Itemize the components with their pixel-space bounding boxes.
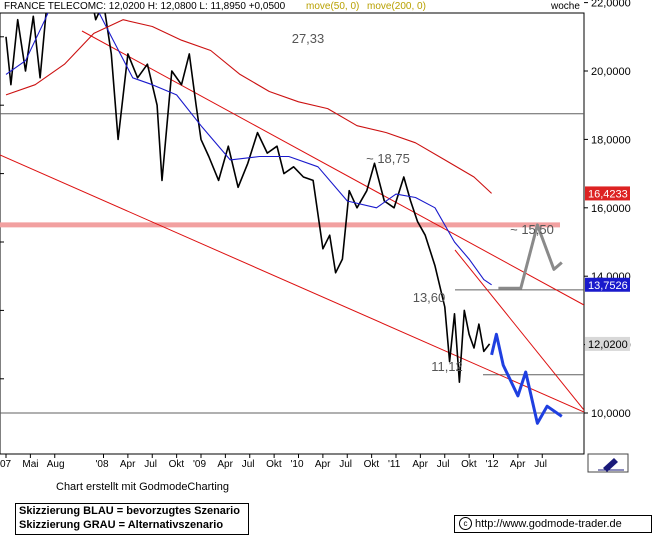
- x-tick-label: Apr: [510, 459, 526, 470]
- quote-readout: C: 12,0200 H: 12,0800 L: 11,8950 +0,0500: [96, 1, 286, 12]
- ma50-line: [5, 13, 492, 286]
- channel-lower-line: [0, 154, 584, 413]
- x-tick-label: Okt: [169, 459, 185, 470]
- scenario-blue-path: [490, 332, 563, 425]
- x-tick-label: Okt: [364, 459, 380, 470]
- copyright-icon: c: [459, 516, 472, 530]
- y-tick-label: 16,0000: [591, 203, 631, 215]
- steep-trend-line: [454, 249, 584, 411]
- period-label: woche: [550, 1, 580, 12]
- y-tick-label: 22,0000: [591, 0, 631, 10]
- y-tick-label: 20,0000: [591, 66, 631, 78]
- value-tag-label: 12,0200: [588, 339, 628, 351]
- ma50-value-tag: 13,7526: [585, 277, 630, 292]
- source-url[interactable]: http://www.godmode-trader.de: [475, 518, 622, 530]
- ma50-label: move(50, 0): [306, 1, 359, 12]
- chart-tool-button[interactable]: [587, 453, 629, 473]
- source-url-box[interactable]: c http://www.godmode-trader.de: [454, 515, 652, 533]
- scenario-legend: Skizzierung BLAU = bevorzugtes Szenario …: [15, 503, 249, 535]
- x-tick-label: Jul: [144, 459, 157, 470]
- x-tick-label: '08: [96, 459, 109, 470]
- x-tick-label: Jul: [534, 459, 547, 470]
- x-tick-label: '12: [486, 459, 499, 470]
- x-tick-label: Mai: [22, 459, 38, 470]
- x-tick-label: Apr: [120, 459, 136, 470]
- level-label: 27,33: [292, 31, 325, 46]
- close-value-tag: 12,0200: [585, 336, 630, 351]
- plot-frame: [0, 12, 585, 455]
- instrument-title: FRANCE TELECOM: [4, 1, 96, 12]
- x-tick-label: '09: [193, 459, 206, 470]
- level-label: 11,12: [431, 359, 463, 374]
- value-tag-label: 16,4233: [588, 188, 628, 200]
- level-label: 13,60: [413, 290, 446, 305]
- x-tick-label: Apr: [217, 459, 233, 470]
- x-tick-label: 07: [0, 459, 12, 470]
- x-tick-label: '11: [388, 459, 401, 470]
- level-label: ~ 15,50: [510, 222, 554, 237]
- x-tick-label: Aug: [47, 459, 65, 470]
- x-tick-label: Jul: [437, 459, 450, 470]
- x-tick-label: Apr: [412, 459, 428, 470]
- channel-upper-line: [81, 30, 584, 306]
- scenario-gray-path: [498, 223, 563, 290]
- y-tick-label: 18,0000: [591, 134, 631, 146]
- legend-gray-scenario: Skizzierung GRAU = Alternativszenario: [19, 519, 224, 531]
- ma200-value-tag: 16,4233: [585, 186, 630, 201]
- y-tick-label: 10,0000: [591, 408, 631, 420]
- legend-blue-scenario: Skizzierung BLAU = bevorzugtes Szenario: [19, 505, 240, 517]
- x-tick-label: Jul: [242, 459, 255, 470]
- x-tick-label: Apr: [315, 459, 331, 470]
- ma200-line: [5, 19, 492, 194]
- chart-credit: Chart erstellt mit GodmodeCharting: [56, 481, 230, 493]
- value-tag-label: 13,7526: [588, 280, 628, 292]
- price-line: [5, 13, 491, 383]
- ma200-label: move(200, 0): [367, 1, 426, 12]
- x-tick-label: '10: [291, 459, 304, 470]
- x-tick-label: Jul: [339, 459, 352, 470]
- pencil-icon: [603, 458, 618, 472]
- x-tick-label: Okt: [266, 459, 282, 470]
- level-label: ~ 18,75: [366, 151, 410, 166]
- x-tick-label: Okt: [461, 459, 477, 470]
